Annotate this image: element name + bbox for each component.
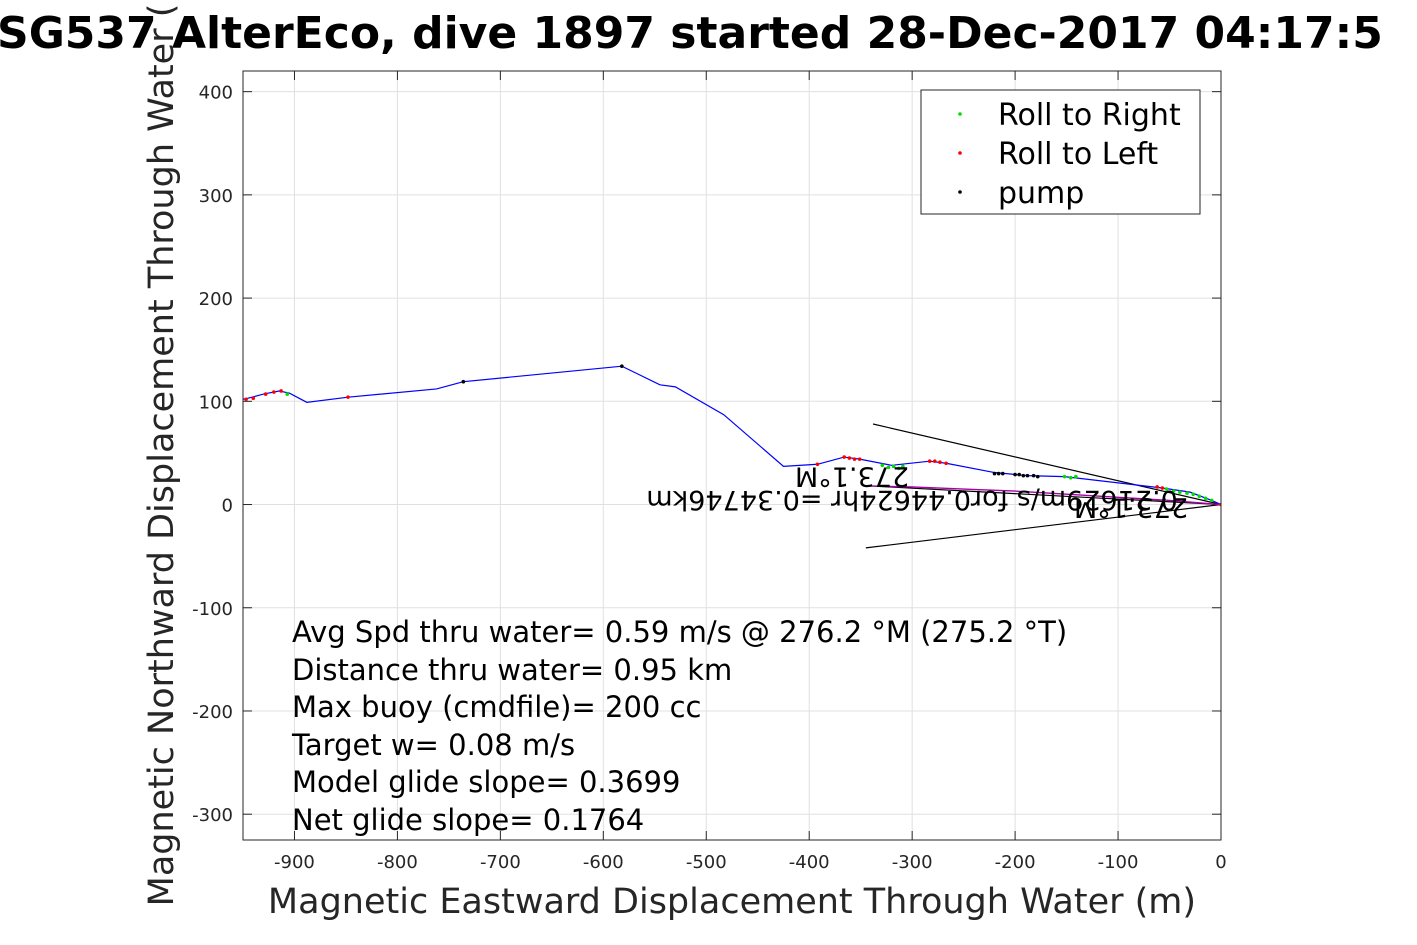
glider-track-line bbox=[243, 365, 1221, 506]
point-pump bbox=[1000, 471, 1005, 476]
point-roll-to-right bbox=[891, 464, 896, 469]
y-tick-labels: -300 -200 -100 0 100 200 300 400 bbox=[192, 83, 233, 827]
y-tick-label: 400 bbox=[199, 83, 233, 104]
x-tick-label: -400 bbox=[789, 852, 830, 873]
plot-frame bbox=[242, 70, 1222, 841]
heading-lines bbox=[865, 423, 1221, 549]
heading-line bbox=[869, 485, 1221, 506]
point-roll-to-left bbox=[1160, 486, 1165, 490]
current-track-line bbox=[869, 485, 1221, 506]
point-roll-to-left bbox=[263, 392, 268, 396]
legend-marker bbox=[958, 151, 962, 155]
x-tick-label: 0 bbox=[1215, 852, 1226, 873]
point-pump bbox=[996, 471, 1001, 476]
heading-annotation: 273.1°M bbox=[795, 460, 909, 491]
legend-label: Roll to Left bbox=[998, 137, 1158, 172]
x-tick-label: -300 bbox=[892, 852, 933, 873]
point-pump bbox=[1025, 473, 1030, 478]
point-roll-to-right bbox=[880, 463, 885, 468]
y-tick-label: -100 bbox=[192, 599, 233, 620]
point-roll-to-right bbox=[285, 392, 290, 396]
x-tick-label: -600 bbox=[583, 852, 624, 873]
point-roll-to-right bbox=[886, 465, 891, 470]
point-pump bbox=[1031, 473, 1036, 478]
heading-line bbox=[865, 503, 1221, 549]
point-roll-to-left bbox=[927, 459, 932, 463]
point-roll-to-right bbox=[1209, 498, 1214, 503]
x-tick-label: -700 bbox=[480, 852, 521, 873]
legend-marker bbox=[958, 112, 962, 116]
point-roll-to-right bbox=[1164, 487, 1169, 491]
point-roll-to-right bbox=[1062, 474, 1067, 479]
point-roll-to-left bbox=[346, 395, 350, 399]
info-line: Max buoy (cmdfile)= 200 cc bbox=[292, 690, 701, 724]
point-roll-to-right bbox=[1203, 496, 1208, 501]
point-roll-to-left bbox=[857, 457, 862, 461]
point-pump bbox=[461, 379, 466, 384]
y-tick-label: -300 bbox=[192, 805, 233, 826]
x-tick-label: -900 bbox=[274, 852, 315, 873]
x-tick-labels: -900 -800 -700 -600 -500 -400 -300 -200 -100 0 bbox=[274, 852, 1227, 873]
info-text-block: Avg Spd thru water= 0.59 m/s @ 276.2 °M … bbox=[291, 615, 1067, 837]
point-roll-to-right bbox=[1068, 475, 1073, 480]
y-axis-label: Magnetic Northward Displacement Through … bbox=[142, 4, 182, 907]
y-tick-label: 200 bbox=[199, 289, 233, 310]
y-tick-label: 100 bbox=[199, 392, 233, 413]
point-roll-to-right bbox=[1191, 492, 1196, 497]
info-line: Target w= 0.08 m/s bbox=[291, 728, 575, 762]
point-roll-to-left bbox=[244, 397, 248, 402]
x-tick-label: -200 bbox=[995, 852, 1036, 873]
heading-annotation: 273.1°M bbox=[1074, 491, 1188, 522]
legend: Roll to Right Roll to Left pump bbox=[920, 89, 1201, 215]
point-roll-to-left bbox=[842, 455, 847, 459]
y-tick-label: 0 bbox=[222, 496, 233, 517]
point-roll-to-right bbox=[1197, 494, 1202, 499]
point-roll-to-right bbox=[1185, 491, 1189, 495]
annotations: 0.21629m/s for0.44624hr =0.34746km273.1°… bbox=[646, 460, 1188, 522]
x-tick-label: -500 bbox=[686, 852, 727, 873]
y-tick-label: -200 bbox=[192, 702, 233, 723]
point-roll-to-left bbox=[852, 457, 857, 461]
point-roll-to-right bbox=[896, 466, 901, 471]
heading-line bbox=[872, 423, 1221, 506]
point-roll-to-left bbox=[847, 456, 852, 460]
point-roll-to-right bbox=[1171, 489, 1176, 493]
info-line: Avg Spd thru water= 0.59 m/s @ 276.2 °M … bbox=[292, 615, 1067, 649]
legend-box bbox=[920, 89, 1201, 215]
chart-title: SG537 AlterEco, dive 1897 started 28-Dec… bbox=[0, 8, 1383, 59]
legend-label: pump bbox=[998, 176, 1084, 211]
y-tick-label: 300 bbox=[199, 186, 233, 207]
point-pump bbox=[1021, 473, 1026, 478]
point-roll-to-left bbox=[251, 396, 256, 401]
point-pump bbox=[620, 364, 624, 369]
point-pump bbox=[992, 471, 997, 476]
point-roll-to-left bbox=[815, 462, 820, 467]
point-roll-to-left bbox=[933, 459, 937, 463]
point-pump bbox=[1035, 474, 1040, 479]
point-pump bbox=[1013, 472, 1017, 477]
x-axis-label: Magnetic Eastward Displacement Through W… bbox=[268, 882, 1196, 922]
heading-annotation: 0.21629m/s for0.44624hr =0.34746km bbox=[646, 484, 1177, 515]
info-line: Distance thru water= 0.95 km bbox=[292, 653, 732, 687]
point-pump bbox=[1017, 472, 1022, 477]
point-roll-to-left bbox=[1155, 485, 1159, 489]
point-roll-to-left bbox=[944, 461, 948, 466]
legend-label: Roll to Right bbox=[998, 98, 1181, 133]
info-line: Net glide slope= 0.1764 bbox=[292, 803, 644, 837]
point-roll-to-right bbox=[1074, 474, 1078, 479]
info-line: Model glide slope= 0.3699 bbox=[292, 765, 680, 799]
point-roll-to-left bbox=[272, 390, 276, 394]
x-tick-label: -800 bbox=[377, 852, 418, 873]
point-roll-to-right bbox=[901, 464, 905, 469]
point-roll-to-left bbox=[279, 389, 283, 393]
point-roll-to-right bbox=[1178, 490, 1182, 494]
point-roll-to-left bbox=[938, 460, 942, 465]
axis-ticks bbox=[243, 71, 1222, 840]
legend-marker bbox=[958, 190, 962, 194]
x-tick-label: -100 bbox=[1098, 852, 1139, 873]
